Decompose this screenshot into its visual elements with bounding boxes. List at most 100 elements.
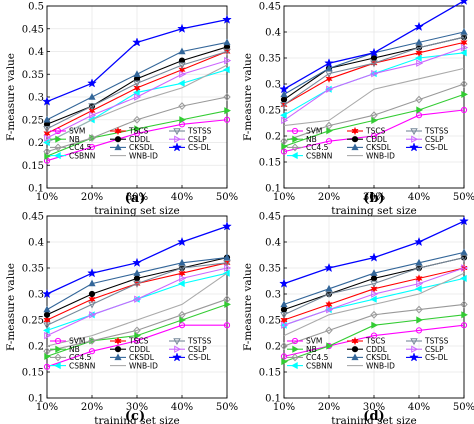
data-point-cs-dl [177, 23, 187, 33]
legend-entry-label: TSTSS [187, 127, 212, 136]
data-point-cksdl [43, 115, 51, 123]
legend-entry-label: CDDL [366, 135, 388, 144]
data-point-cslp [371, 69, 379, 78]
data-point-cc4-5 [178, 102, 186, 111]
data-point-cc4-5 [460, 80, 468, 88]
legend-marker [351, 136, 359, 143]
legend-entry-label: CKSDL [129, 143, 155, 152]
legend: SVMNBCC4.5CSBNNTSCSCDDLCKSDLWNB-IDTSTSSC… [50, 127, 212, 160]
y-tick-label: 0.15 [22, 161, 44, 172]
series-line-cslp [46, 267, 228, 337]
x-axis-label: training set size [331, 415, 416, 424]
series-line-wnb-id [46, 272, 228, 347]
legend-entry-label: NB [69, 345, 80, 354]
data-point-cs-dl [87, 78, 97, 88]
data-point-svm [223, 116, 231, 123]
data-point-cs-dl [132, 37, 142, 47]
data-point-cc4-5 [43, 347, 51, 356]
legend-entry-label: SVM [69, 127, 85, 136]
legend-marker [411, 135, 419, 143]
legend-entry-label: WNB-ID [129, 361, 158, 370]
x-axis-label: training set size [94, 205, 179, 217]
data-point-cksdl [178, 258, 186, 266]
x-tick-label: 50% [216, 192, 238, 203]
data-point-cs-dl [460, 0, 468, 5]
x-tick-label: 10% [36, 192, 58, 203]
data-point-csbnn [370, 295, 377, 303]
data-point-svm [280, 353, 288, 360]
data-point-cs-dl [369, 252, 379, 262]
x-tick-label: 50% [453, 402, 474, 413]
data-point-cc4-5 [88, 134, 96, 142]
panel-caption: (a) [125, 191, 146, 206]
data-point-nb [281, 142, 288, 150]
data-point-cc4-5 [223, 93, 231, 101]
y-tick-label: 0.25 [259, 316, 281, 327]
data-point-cc4-5 [43, 147, 51, 156]
data-point-tstss [178, 265, 186, 273]
data-point-cddl [370, 275, 378, 282]
data-point-nb [416, 316, 423, 324]
data-point-cs-dl [42, 96, 52, 106]
legend-entry-label: CSLP [188, 345, 207, 354]
data-point-svm [415, 327, 423, 334]
x-tick-label: 30% [363, 402, 385, 413]
legend-entry-label: SVM [306, 127, 322, 136]
data-point-svm [460, 322, 468, 329]
series-line-svm [46, 119, 228, 162]
legend-entry-label: CS-DL [425, 353, 448, 362]
data-point-tscs [43, 129, 51, 138]
data-point-cc4-5 [223, 295, 231, 304]
data-point-cs-dl [279, 84, 289, 94]
data-point-svm [280, 148, 288, 155]
y-tick-label: 0.2 [265, 342, 281, 353]
data-point-tscs [325, 74, 333, 84]
data-point-nb [134, 125, 141, 133]
data-point-csbnn [460, 274, 467, 282]
legend-entry-label: CSBNN [69, 361, 95, 370]
data-point-tstss [223, 48, 231, 56]
y-tick-label: 0.35 [22, 70, 44, 81]
data-point-tstss [415, 44, 423, 52]
legend-marker [291, 127, 299, 135]
legend-marker [54, 353, 62, 362]
x-tick-label: 40% [171, 402, 193, 413]
data-point-cddl [43, 311, 51, 318]
data-point-cddl [280, 96, 288, 103]
legend-entry-label: TSCS [365, 127, 386, 136]
data-point-tstss [88, 301, 96, 309]
data-point-svm [370, 332, 378, 339]
legend-marker [54, 143, 62, 152]
data-point-cs-dl [132, 257, 142, 267]
data-point-tstss [43, 126, 51, 134]
y-tick-label: 0.45 [259, 212, 281, 223]
data-point-cc4-5 [325, 326, 333, 335]
data-point-svm [370, 132, 378, 140]
data-point-nb [461, 90, 468, 98]
y-tick-label: 0.4 [265, 28, 281, 39]
legend-entry-label: CS-DL [188, 353, 211, 362]
data-point-cksdl [88, 93, 96, 100]
data-point-csbnn [223, 66, 230, 74]
data-point-cs-dl [324, 262, 334, 273]
y-tick-label: 0.35 [259, 54, 281, 65]
data-point-cc4-5 [88, 336, 96, 345]
data-point-cslp [281, 116, 289, 125]
data-point-nb [44, 352, 51, 360]
series-group [42, 221, 232, 370]
data-point-cslp [179, 70, 187, 78]
data-point-nb [326, 342, 333, 350]
legend-entry-label: CSBNN [306, 151, 332, 160]
data-point-cc4-5 [460, 300, 468, 309]
legend: SVMNBCC4.5CSBNNTSCSCDDLCKSDLWNB-IDTSTSSC… [287, 337, 449, 370]
data-point-csbnn [415, 54, 422, 62]
data-point-svm [325, 138, 333, 145]
grid [283, 5, 465, 189]
legend-marker [172, 352, 182, 362]
data-point-tstss [370, 60, 378, 68]
x-tick-label: 10% [273, 192, 295, 203]
data-point-tscs [178, 65, 186, 74]
data-point-cc4-5 [133, 115, 141, 124]
y-tick-label: 0.45 [22, 212, 44, 223]
data-point-svm [415, 112, 423, 119]
